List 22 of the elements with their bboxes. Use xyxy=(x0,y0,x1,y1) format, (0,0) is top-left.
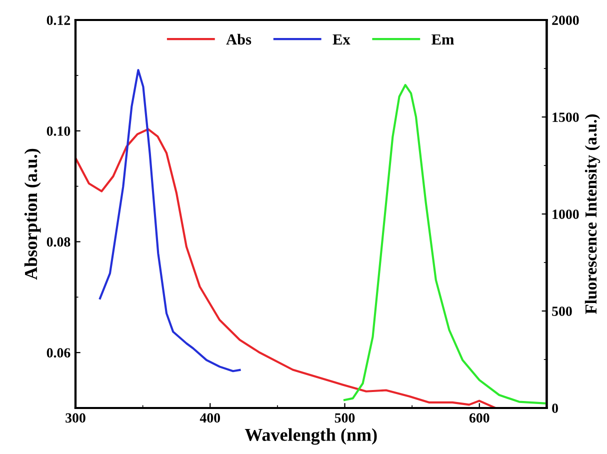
y2-tick-label: 0 xyxy=(552,404,558,413)
y2-axis-title: Fluorescence Intensity (a.u.) xyxy=(584,114,600,314)
x-tick-label: 300 xyxy=(66,413,86,423)
legend-label: Ex xyxy=(332,34,350,44)
y2-tick-label: 1000 xyxy=(552,210,579,219)
x-tick-label: 600 xyxy=(469,413,490,423)
x-axis-title: Wavelength (nm) xyxy=(244,428,377,445)
line-series xyxy=(98,69,241,372)
y-axis-title: Absorption (a.u.) xyxy=(24,148,41,280)
y-tick-label: 0.06 xyxy=(46,348,70,358)
legend-label: Em xyxy=(432,34,454,44)
legend-label: Abs xyxy=(226,34,252,45)
y-tick-label: 0.08 xyxy=(46,237,70,247)
line-series xyxy=(343,84,547,404)
y-tick-label: 0.10 xyxy=(46,126,70,136)
y2-tick-label: 500 xyxy=(552,306,572,316)
y2-tick-label: 1500 xyxy=(552,112,579,122)
y2-tick-label: 2000 xyxy=(552,16,579,25)
x-tick-label: 500 xyxy=(334,413,355,423)
line-series xyxy=(76,128,497,408)
x-tick-label: 400 xyxy=(200,413,220,423)
y-tick-label: 0.12 xyxy=(46,16,70,26)
